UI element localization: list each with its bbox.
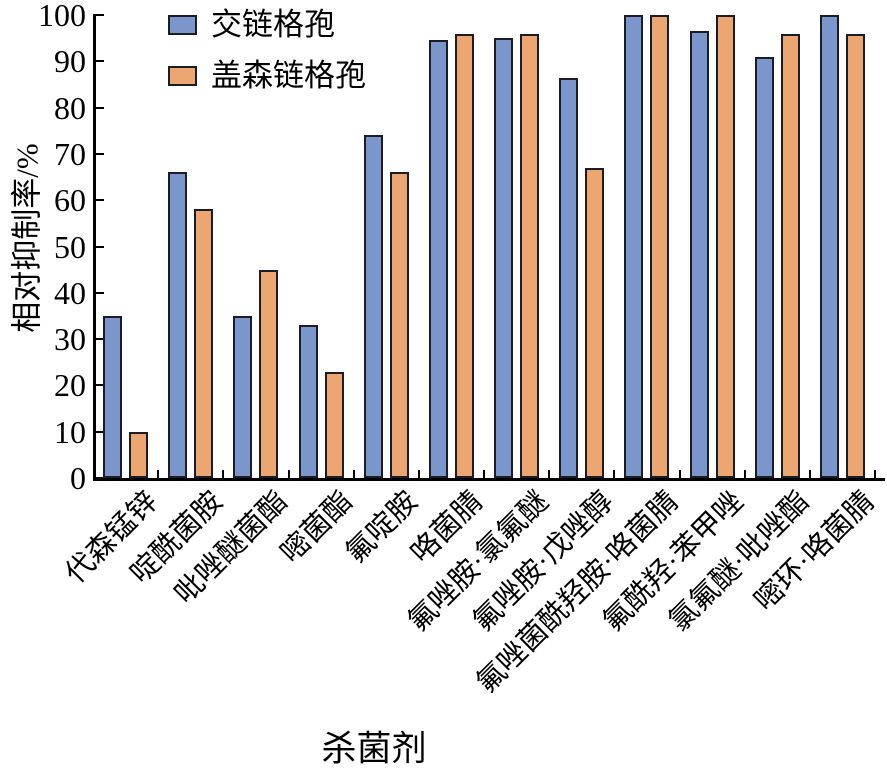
y-tick-label: 100 — [38, 0, 86, 33]
bar-series2-cat6 — [455, 34, 474, 478]
x-tick — [222, 470, 225, 478]
legend-label-series-2: 盖森链格孢 — [211, 58, 366, 93]
y-tick — [96, 477, 104, 479]
y-tick-label: 60 — [54, 182, 86, 219]
bar-series2-cat4 — [325, 372, 344, 478]
bar-series1-cat6 — [429, 40, 448, 478]
bar-series1-cat10 — [690, 31, 709, 478]
bar-series1-cat5 — [364, 135, 383, 478]
bar-series1-cat3 — [233, 316, 252, 478]
y-tick — [96, 60, 104, 63]
bar-series1-cat4 — [299, 325, 318, 478]
x-tick — [417, 470, 420, 478]
x-tick — [483, 470, 485, 478]
x-tick — [352, 470, 355, 478]
bar-series2-cat2 — [194, 209, 213, 478]
y-axis-line — [93, 14, 96, 481]
y-tick — [96, 14, 104, 16]
bar-series1-cat2 — [168, 172, 187, 478]
y-tick-label: 20 — [54, 367, 86, 404]
x-tick — [808, 470, 811, 478]
bar-series2-cat5 — [390, 172, 409, 478]
bar-series1-cat9 — [624, 15, 643, 478]
bar-series1-cat12 — [820, 15, 839, 478]
x-axis-title: 杀菌剂 — [321, 729, 427, 769]
x-tick — [613, 470, 616, 478]
bar-series2-cat9 — [650, 15, 669, 478]
x-tick — [287, 470, 290, 478]
legend-swatch-orange — [168, 66, 197, 86]
bar-series1-cat1 — [103, 316, 122, 478]
bar-series2-cat1 — [129, 432, 148, 478]
x-tick — [874, 470, 876, 478]
y-tick — [96, 199, 104, 202]
x-axis-line — [93, 478, 885, 481]
bar-series2-cat10 — [716, 15, 735, 478]
y-tick — [96, 338, 104, 341]
y-tick-label: 10 — [54, 413, 86, 450]
x-tick — [548, 470, 551, 478]
legend: 交链格孢 盖森链格孢 — [168, 8, 366, 93]
y-tick-label: 70 — [54, 135, 86, 172]
y-tick-label: 40 — [54, 274, 86, 311]
y-tick — [96, 384, 104, 387]
y-tick-label: 0 — [70, 460, 86, 496]
bar-series2-cat12 — [846, 34, 865, 478]
legend-item-series-2: 盖森链格孢 — [168, 59, 366, 93]
x-tick — [157, 470, 160, 478]
category-label-4: 嘧菌酯 — [274, 485, 360, 570]
x-tick — [743, 470, 746, 478]
y-tick-label: 90 — [54, 43, 86, 80]
y-tick-label: 50 — [54, 228, 86, 265]
y-tick — [96, 430, 104, 433]
y-tick — [96, 106, 104, 109]
x-tick — [678, 470, 681, 478]
category-label-5: 氟啶胺 — [340, 485, 425, 570]
bar-series2-cat7 — [520, 34, 539, 478]
legend-label-series-1: 交链格孢 — [211, 7, 335, 42]
y-tick — [96, 152, 104, 155]
y-tick — [96, 291, 104, 294]
y-tick — [96, 245, 104, 248]
bar-series2-cat8 — [585, 168, 604, 478]
y-tick-label: 30 — [54, 321, 86, 358]
bar-series1-cat11 — [755, 57, 774, 478]
bar-series2-cat3 — [259, 270, 278, 478]
legend-swatch-blue — [168, 15, 197, 35]
legend-item-series-1: 交链格孢 — [168, 8, 366, 42]
bar-series2-cat11 — [781, 34, 800, 478]
bar-series1-cat8 — [559, 78, 578, 478]
y-tick-label: 80 — [54, 89, 86, 126]
bar-series1-cat7 — [494, 38, 513, 478]
